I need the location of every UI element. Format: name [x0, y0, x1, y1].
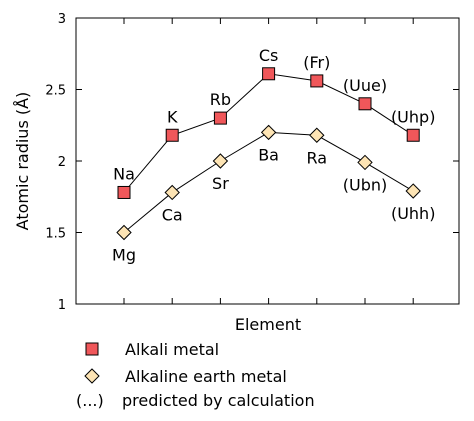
legend-note-symbol: (...) [76, 391, 104, 410]
data-label: Na [113, 164, 135, 183]
data-point-square [406, 128, 420, 142]
data-point-diamond [116, 224, 132, 241]
data-point-diamond [405, 183, 421, 199]
data-label: (Fr) [303, 53, 330, 72]
legend-marker-alkali [85, 342, 99, 356]
data-label: Mg [112, 246, 136, 265]
data-point-diamond [309, 127, 325, 143]
data-point-diamond [164, 184, 180, 201]
data-point-diamond [357, 154, 373, 171]
y-axis-title: Atomic radius (Å) [13, 92, 32, 231]
series-alkaline-earth-metal: Mg Ca Sr Ba Ra (Ubn)(Uhh) [112, 124, 435, 265]
legend-label-alkaline-earth: Alkaline earth metal [125, 367, 287, 386]
legend-note-text: predicted by calculation [122, 391, 315, 410]
data-point-square [310, 74, 324, 88]
y-axis-ticks: 1 1.5 2 2.5 3 [45, 12, 459, 313]
data-label: K [167, 107, 178, 126]
data-point-square [165, 128, 179, 142]
data-point-square [117, 185, 131, 199]
data-label: Ba [258, 145, 279, 164]
series-layer: Na K Rb Cs (Fr) (Uue)(Uhp) Mg Ca Sr Ba Ra (Ubn)(Uhh… [112, 46, 435, 265]
data-label: (Uhh) [391, 204, 435, 223]
x-axis-ticks [123, 18, 414, 304]
legend-marker-alkaline-earth [84, 368, 100, 384]
data-label: Sr [212, 174, 229, 193]
data-point-diamond [212, 153, 229, 169]
data-label: (Ubn) [343, 175, 388, 194]
y-tick-label: 1.5 [45, 227, 66, 242]
y-tick-label: 1 [58, 298, 66, 313]
x-axis-title: Element [235, 315, 301, 334]
y-tick-label: 2 [58, 155, 66, 170]
data-label: Rb [210, 90, 231, 109]
data-label: Ca [162, 205, 183, 224]
data-point-diamond [260, 124, 277, 141]
y-tick-label: 2.5 [45, 84, 66, 99]
legend: Alkali metal Alkaline earth metal (...) … [76, 340, 315, 410]
data-point-square [213, 111, 227, 125]
y-tick-label: 3 [58, 12, 66, 27]
data-point-square [262, 67, 276, 81]
legend-label-alkali: Alkali metal [125, 340, 219, 359]
series-alkali-metal: Na K Rb Cs (Fr) (Uue)(Uhp) [113, 46, 435, 199]
data-label: Cs [259, 46, 279, 65]
data-label: (Uue) [343, 76, 387, 95]
data-label: Ra [307, 148, 328, 167]
data-label: (Uhp) [391, 107, 436, 126]
data-point-square [358, 97, 372, 111]
